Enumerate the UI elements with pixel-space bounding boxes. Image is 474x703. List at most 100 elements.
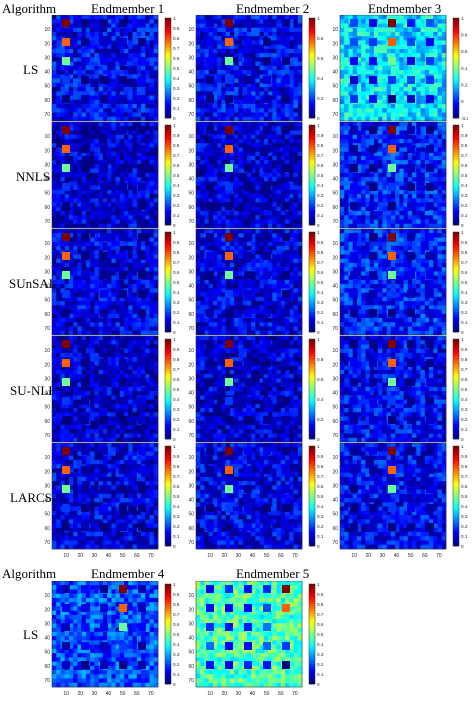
heatmap-cell	[277, 23, 282, 28]
heatmap-cell	[120, 246, 125, 251]
heatmap-cell	[86, 327, 91, 332]
heatmap-cell	[133, 28, 138, 33]
heatmap-cell	[200, 79, 205, 84]
heatmap-cell	[90, 164, 95, 169]
heatmap-cell	[217, 194, 222, 199]
heatmap-cell	[111, 66, 116, 71]
heatmap-cell	[391, 28, 396, 33]
colorbar-segment	[453, 128, 459, 131]
heatmap-cell	[137, 224, 142, 229]
heatmap-cell	[99, 28, 104, 33]
heatmap-cell	[73, 288, 78, 293]
heatmap-cell	[99, 70, 104, 75]
heatmap-cell	[421, 186, 426, 191]
heatmap-cell	[150, 181, 155, 186]
heatmap-cell	[294, 215, 299, 220]
abundance-square	[388, 126, 396, 134]
heatmap-cell	[277, 164, 282, 169]
heatmap-cell	[416, 79, 421, 84]
heatmap-cell	[378, 28, 383, 33]
heatmap-cell	[90, 143, 95, 148]
heatmap-cell	[128, 117, 133, 122]
heatmap-cell	[421, 160, 426, 165]
heatmap-cell	[234, 100, 239, 105]
heatmap-cell	[442, 139, 447, 144]
abundance-square	[244, 38, 252, 46]
heatmap-cell	[416, 173, 421, 178]
heatmap-cell	[90, 271, 95, 276]
abundance-square	[119, 290, 127, 298]
heatmap-cell	[429, 173, 434, 178]
heatmap-cell	[103, 70, 108, 75]
colorbar-segment	[165, 36, 171, 39]
colorbar-segment	[453, 71, 459, 74]
colorbar-segment	[165, 48, 171, 51]
colorbar-segment	[165, 148, 171, 151]
heatmap-cell	[52, 100, 57, 105]
heatmap-cell	[90, 15, 95, 20]
heatmap-cell	[111, 28, 116, 33]
heatmap-cell	[285, 139, 290, 144]
heatmap-cell	[344, 194, 349, 199]
heatmap-cell	[65, 117, 70, 122]
heatmap-cell	[120, 224, 125, 229]
heatmap-cell	[361, 220, 366, 225]
heatmap-cell	[378, 122, 383, 127]
heatmap-cell	[294, 135, 299, 140]
heatmap-cell	[209, 28, 214, 33]
heatmap-cell	[128, 139, 133, 144]
heatmap-cell	[154, 293, 159, 298]
heatmap-cell	[365, 122, 370, 127]
heatmap-cell	[255, 49, 260, 54]
y-tick-label: 30	[44, 162, 50, 168]
heatmap-cell	[272, 117, 277, 122]
heatmap-cell	[438, 152, 443, 157]
heatmap-cell	[217, 152, 222, 157]
heatmap-cell	[391, 135, 396, 140]
heatmap-cell	[141, 108, 146, 113]
heatmap-cell	[234, 91, 239, 96]
heatmap-cell	[154, 280, 159, 285]
heatmap-cell	[340, 156, 345, 161]
heatmap-cell	[353, 139, 358, 144]
heatmap-cell	[111, 45, 116, 50]
heatmap-cell	[243, 156, 248, 161]
heatmap-cell	[94, 301, 99, 306]
heatmap-cell	[213, 224, 218, 229]
abundance-square	[62, 309, 70, 317]
heatmap-cell	[272, 224, 277, 229]
heatmap-cell	[77, 108, 82, 113]
heatmap-cell	[344, 198, 349, 203]
heatmap-cell	[196, 83, 201, 88]
heatmap-cell	[94, 57, 99, 62]
colorbar-segment	[309, 78, 315, 81]
heatmap-cell	[260, 122, 265, 127]
colorbar-segment	[165, 275, 171, 278]
heatmap-cell	[82, 301, 87, 306]
heatmap-cell	[154, 100, 159, 105]
heatmap-cell	[344, 152, 349, 157]
heatmap-cell	[145, 113, 150, 118]
heatmap-cell	[226, 87, 231, 92]
heatmap-cell	[348, 104, 353, 109]
heatmap-cell	[294, 23, 299, 28]
heatmap-cell	[217, 143, 222, 148]
heatmap-cell	[378, 147, 383, 152]
heatmap-cell	[395, 220, 400, 225]
colorbar-segment	[453, 28, 459, 31]
heatmap-cell	[395, 49, 400, 54]
heatmap-cell	[94, 74, 99, 79]
heatmap-cell	[94, 310, 99, 315]
heatmap-cell	[145, 32, 150, 37]
heatmap-cell	[90, 108, 95, 113]
heatmap-cell	[90, 147, 95, 152]
heatmap-cell	[412, 108, 417, 113]
colorbar-tick-label: 0.2	[173, 203, 180, 208]
heatmap-cell	[348, 66, 353, 71]
heatmap-cell	[111, 15, 116, 20]
heatmap-cell	[56, 250, 61, 255]
heatmap-cell	[150, 53, 155, 58]
heatmap-cell	[137, 242, 142, 247]
heatmap-cell	[196, 143, 201, 148]
heatmap-cell	[56, 198, 61, 203]
